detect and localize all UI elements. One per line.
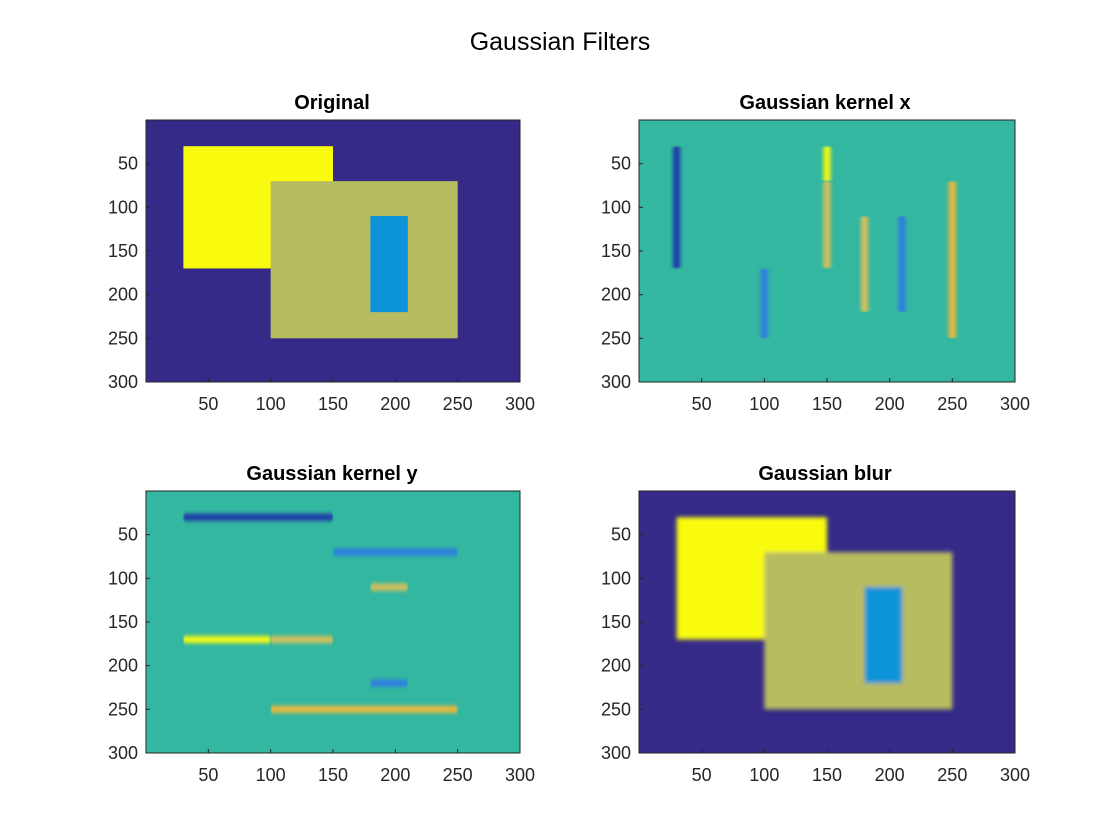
edge-edge_light_orange xyxy=(861,216,869,313)
y-tick-label: 200 xyxy=(601,285,631,305)
y-tick-label: 250 xyxy=(108,328,138,348)
chart-original: 50 100 150 200 250 300 50 100 150 200 250 300 xyxy=(108,119,535,414)
x-tick-label: 250 xyxy=(937,765,967,785)
region-blue_rect xyxy=(864,587,903,684)
edge-edge_light_orange xyxy=(823,181,831,269)
x-tick-label: 300 xyxy=(505,765,535,785)
x-tick-label: 50 xyxy=(692,765,712,785)
edge-edge_blue xyxy=(760,268,768,339)
x-tick-label: 200 xyxy=(380,765,410,785)
y-tick-label: 100 xyxy=(108,197,138,217)
edge-edge_blue xyxy=(898,216,906,313)
x-tick-label: 300 xyxy=(1000,765,1030,785)
x-tick-label: 150 xyxy=(318,765,348,785)
region-blue_rect xyxy=(370,216,408,313)
image-content xyxy=(183,513,458,713)
edge-edge_light_orange xyxy=(370,583,408,591)
region-olive xyxy=(270,181,458,339)
y-tick-label: 200 xyxy=(601,656,631,676)
y-tick-label: 50 xyxy=(118,525,138,545)
x-tick-label: 200 xyxy=(875,765,905,785)
x-tick-label: 200 xyxy=(875,394,905,414)
x-tick-label: 100 xyxy=(749,394,779,414)
region-olive xyxy=(764,552,953,710)
y-tick-label: 200 xyxy=(108,285,138,305)
y-tick-label: 50 xyxy=(118,154,138,174)
y-tick-label: 100 xyxy=(601,197,631,217)
edge-edge_blue xyxy=(370,679,408,687)
x-tick-label: 300 xyxy=(505,394,535,414)
x-tick-label: 300 xyxy=(1000,394,1030,414)
x-tick-label: 250 xyxy=(443,394,473,414)
y-tick-label: 150 xyxy=(601,612,631,632)
x-tick-label: 100 xyxy=(749,765,779,785)
x-tick-label: 50 xyxy=(692,394,712,414)
x-tick-label: 100 xyxy=(256,394,286,414)
y-tick-label: 200 xyxy=(108,656,138,676)
x-tick-label: 150 xyxy=(812,394,842,414)
x-tick-label: 250 xyxy=(937,394,967,414)
figure-title: Gaussian Filters xyxy=(469,28,651,56)
image-content xyxy=(676,517,953,710)
panel-title-gaussian-blur: Gaussian blur xyxy=(758,463,892,485)
y-tick-label: 250 xyxy=(601,699,631,719)
y-tick-label: 250 xyxy=(108,699,138,719)
image-content xyxy=(183,146,458,339)
y-tick-label: 300 xyxy=(108,372,138,392)
edge-edge_blue xyxy=(333,548,458,556)
x-tick-label: 100 xyxy=(256,765,286,785)
y-tick-label: 50 xyxy=(611,525,631,545)
y-tick-label: 150 xyxy=(108,612,138,632)
y-tick-label: 100 xyxy=(601,568,631,588)
y-tick-label: 50 xyxy=(611,154,631,174)
y-tick-label: 100 xyxy=(108,568,138,588)
edge-edge_light_orange xyxy=(270,635,333,643)
panel-title-original: Original xyxy=(294,92,370,114)
edge-yellow xyxy=(183,635,271,643)
y-tick-label: 300 xyxy=(601,743,631,763)
edge-edge_dark_blue xyxy=(183,513,333,521)
x-tick-label: 50 xyxy=(198,394,218,414)
chart-gaussian-blur: 50 100 150 200 250 300 50 100 150 200 250 300 xyxy=(601,490,1030,785)
y-tick-label: 300 xyxy=(601,372,631,392)
chart-kernel-y: 50 100 150 200 250 300 50 100 150 200 250 300 xyxy=(108,490,535,785)
blurred-shapes xyxy=(676,517,953,710)
chart-kernel-x: 50 100 150 200 250 300 50 100 150 200 250 300 xyxy=(601,119,1030,414)
x-tick-label: 200 xyxy=(380,394,410,414)
y-tick-label: 150 xyxy=(601,241,631,261)
x-tick-label: 50 xyxy=(198,765,218,785)
panel-title-kernel-x: Gaussian kernel x xyxy=(739,92,911,114)
edge-yellow xyxy=(823,146,831,182)
edge-edge_orange xyxy=(270,705,458,713)
x-tick-label: 150 xyxy=(812,765,842,785)
y-tick-label: 250 xyxy=(601,328,631,348)
edge-edge_dark_blue xyxy=(673,146,681,269)
edge-edge_orange xyxy=(948,181,956,339)
y-tick-label: 150 xyxy=(108,241,138,261)
x-tick-label: 250 xyxy=(443,765,473,785)
image-content xyxy=(673,146,956,339)
panel-title-kernel-y: Gaussian kernel y xyxy=(246,463,418,485)
image-background xyxy=(146,491,520,753)
x-tick-label: 150 xyxy=(318,394,348,414)
y-tick-label: 300 xyxy=(108,743,138,763)
